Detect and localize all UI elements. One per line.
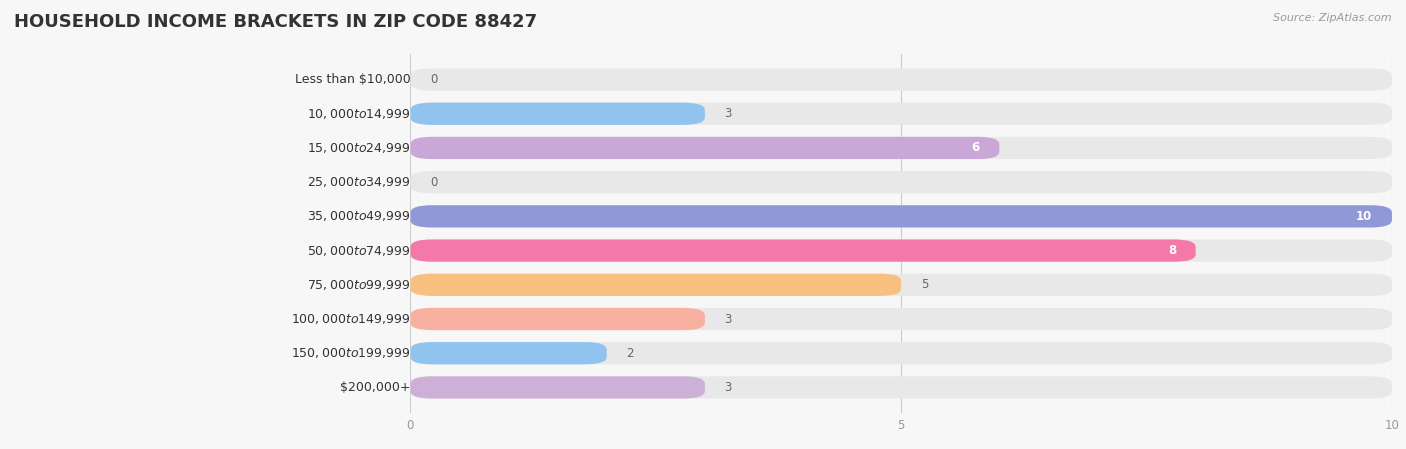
Text: HOUSEHOLD INCOME BRACKETS IN ZIP CODE 88427: HOUSEHOLD INCOME BRACKETS IN ZIP CODE 88… [14, 13, 537, 31]
Text: 10: 10 [1355, 210, 1372, 223]
Text: 8: 8 [1168, 244, 1175, 257]
FancyBboxPatch shape [411, 137, 1000, 159]
Text: 2: 2 [626, 347, 634, 360]
FancyBboxPatch shape [411, 376, 1392, 399]
FancyBboxPatch shape [411, 274, 901, 296]
FancyBboxPatch shape [411, 274, 1392, 296]
Text: $50,000 to $74,999: $50,000 to $74,999 [307, 244, 411, 258]
FancyBboxPatch shape [411, 68, 1392, 91]
Text: 6: 6 [972, 141, 980, 154]
Text: Less than $10,000: Less than $10,000 [295, 73, 411, 86]
Text: 3: 3 [724, 107, 733, 120]
FancyBboxPatch shape [411, 205, 1392, 228]
Text: 0: 0 [430, 176, 437, 189]
FancyBboxPatch shape [411, 342, 1392, 364]
FancyBboxPatch shape [411, 171, 1392, 193]
Text: $75,000 to $99,999: $75,000 to $99,999 [307, 278, 411, 292]
Text: $35,000 to $49,999: $35,000 to $49,999 [307, 209, 411, 223]
Text: 3: 3 [724, 381, 733, 394]
FancyBboxPatch shape [411, 205, 1392, 228]
FancyBboxPatch shape [411, 239, 1195, 262]
Text: $150,000 to $199,999: $150,000 to $199,999 [291, 346, 411, 360]
FancyBboxPatch shape [411, 376, 704, 399]
Text: $25,000 to $34,999: $25,000 to $34,999 [307, 175, 411, 189]
Text: 3: 3 [724, 313, 733, 326]
FancyBboxPatch shape [411, 137, 1392, 159]
Text: $10,000 to $14,999: $10,000 to $14,999 [307, 107, 411, 121]
Text: 5: 5 [921, 278, 928, 291]
Text: $100,000 to $149,999: $100,000 to $149,999 [291, 312, 411, 326]
Text: 0: 0 [430, 73, 437, 86]
FancyBboxPatch shape [411, 103, 1392, 125]
FancyBboxPatch shape [411, 308, 704, 330]
Text: $200,000+: $200,000+ [340, 381, 411, 394]
FancyBboxPatch shape [411, 103, 704, 125]
Text: $15,000 to $24,999: $15,000 to $24,999 [307, 141, 411, 155]
FancyBboxPatch shape [411, 239, 1392, 262]
Text: Source: ZipAtlas.com: Source: ZipAtlas.com [1274, 13, 1392, 23]
FancyBboxPatch shape [411, 308, 1392, 330]
FancyBboxPatch shape [411, 342, 607, 364]
